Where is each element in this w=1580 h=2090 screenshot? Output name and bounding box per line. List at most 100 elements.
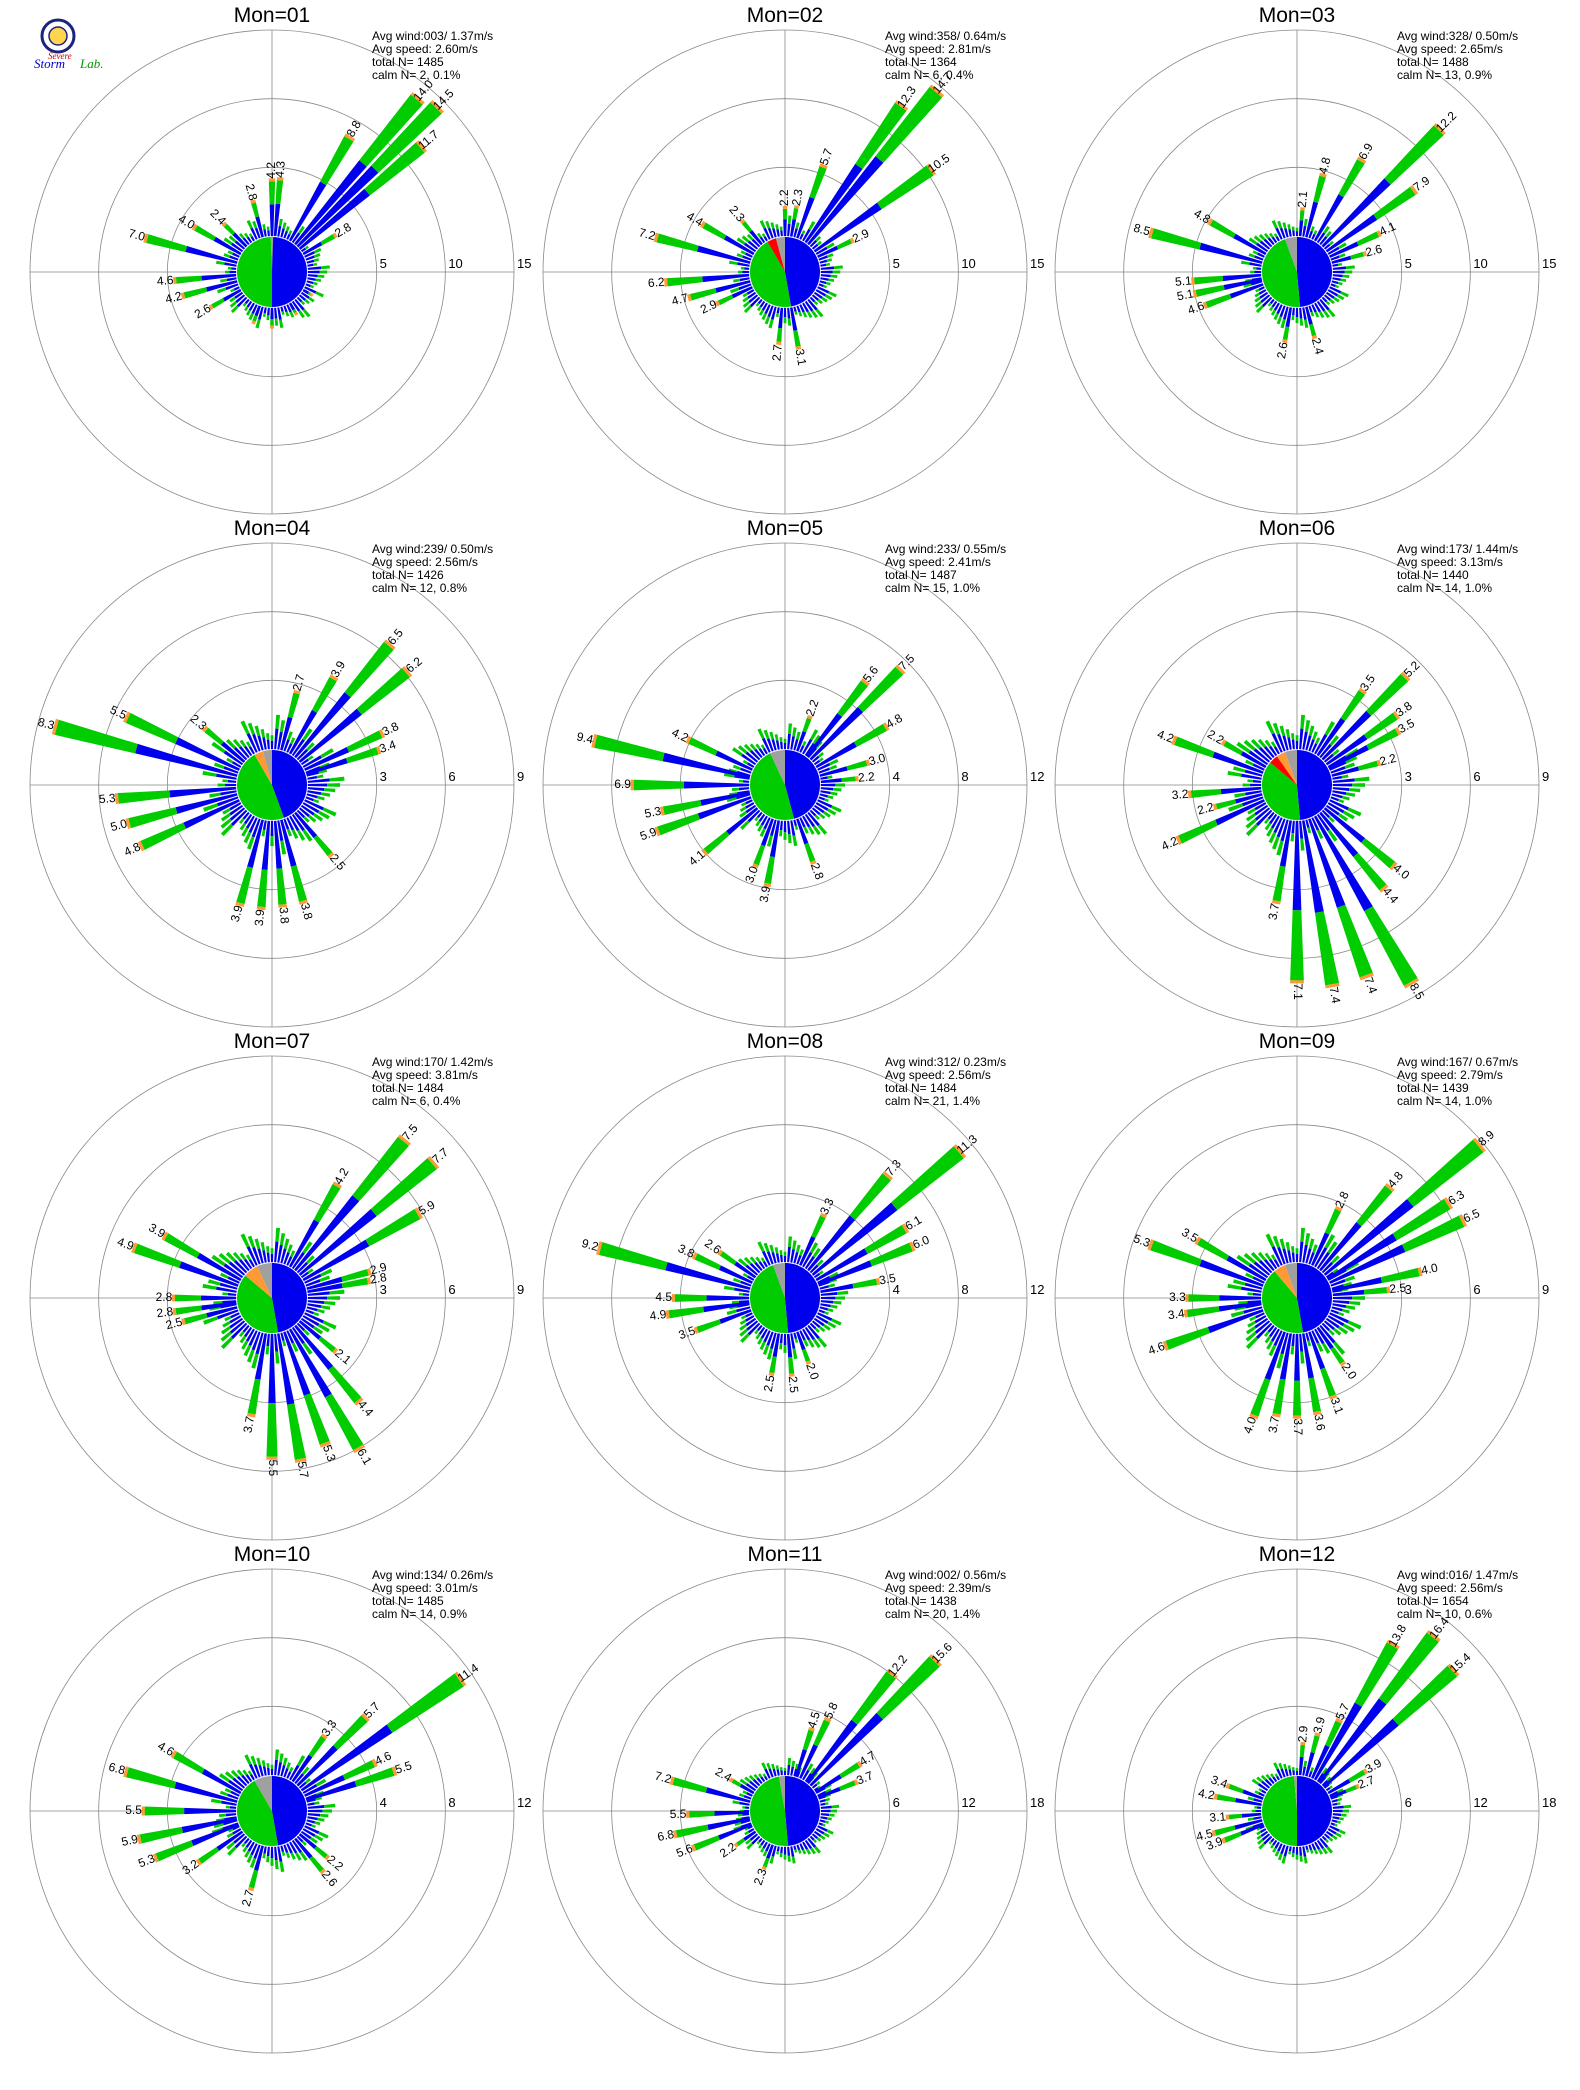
direction-bar-base [1305, 1332, 1310, 1342]
direction-bar [294, 692, 351, 759]
bar-value-label: 3.3 [817, 1196, 837, 1217]
stats-line: total N= 1487 [885, 568, 957, 582]
direction-bar-cap [1472, 1137, 1486, 1153]
direction-bar-top [1268, 1344, 1277, 1357]
direction-bar-base [793, 738, 799, 751]
direction-bar-base [771, 738, 777, 751]
center-pie-slice [236, 1780, 279, 1846]
stats-line: Avg speed: 3.81m/s [372, 1068, 478, 1082]
direction-bar-cap [793, 205, 800, 209]
direction-bar-top [792, 727, 797, 737]
direction-bar-base [1260, 1830, 1269, 1837]
center-pie-slice [778, 1776, 785, 1811]
direction-bar-mid [877, 165, 934, 210]
direction-bar-cap [1282, 339, 1288, 344]
direction-bar [778, 307, 784, 329]
chart-title: Mon=07 [234, 1030, 310, 1053]
direction-bar-base [1321, 296, 1328, 303]
direction-bar-top [1338, 242, 1347, 249]
direction-bar-base [746, 1792, 753, 1797]
direction-bar-base [793, 819, 798, 827]
direction-bar-top [1280, 319, 1286, 329]
direction-bar-top [1344, 1275, 1356, 1282]
direction-bar-top [1291, 1767, 1295, 1771]
direction-bar-base [247, 1841, 255, 1852]
direction-bar [806, 713, 843, 758]
direction-bar [665, 1262, 751, 1290]
direction-bar-top [302, 1766, 310, 1775]
stats-line: calm N= 13, 0.9% [1397, 68, 1492, 82]
direction-bar-top [794, 1849, 798, 1853]
direction-bar-base [807, 1324, 820, 1340]
direction-bar-base [1316, 813, 1330, 832]
direction-bar [270, 307, 274, 320]
direction-bar-cap [1376, 759, 1382, 767]
center-pie-slice [749, 1265, 789, 1333]
direction-bar-base [1332, 1802, 1338, 1806]
bar-value-label: 2.9 [369, 1260, 389, 1278]
stats-line: calm N= 15, 1.0% [885, 581, 980, 595]
direction-bar-base [307, 1303, 322, 1309]
direction-bar-base [820, 270, 833, 274]
direction-bar [1328, 744, 1369, 770]
direction-bar-base [1302, 731, 1308, 750]
direction-bar-top [1290, 833, 1295, 842]
direction-bar [702, 273, 750, 283]
direction-bar-base [767, 227, 774, 239]
direction-bar-top [243, 306, 249, 312]
direction-bar-base [760, 1328, 768, 1339]
direction-bar-top [227, 1846, 237, 1856]
direction-bar-base [783, 820, 787, 833]
direction-bar-mid [204, 727, 224, 746]
direction-bar-base [307, 790, 322, 796]
direction-bar-top [220, 1336, 234, 1350]
direction-bar-cap [247, 1886, 255, 1892]
direction-bar [796, 818, 809, 845]
direction-bar-mid [1330, 1346, 1345, 1365]
direction-bar-base [780, 741, 783, 750]
direction-bar-top [737, 1258, 748, 1267]
direction-bar-base [760, 1776, 766, 1783]
direction-bar-top [296, 1755, 306, 1767]
direction-bar-top [754, 816, 759, 822]
direction-bar-mid [1354, 1642, 1399, 1707]
direction-bar-top [279, 1232, 286, 1246]
direction-bar-top [248, 313, 254, 321]
direction-bar-base [820, 1813, 830, 1817]
direction-bar-mid [657, 813, 700, 836]
bar-value-label: 2.5 [786, 1376, 801, 1394]
direction-bar-mid [703, 830, 730, 855]
bar-value-label: 2.6 [192, 301, 214, 322]
direction-bar-base [307, 778, 330, 783]
direction-bar-top [220, 823, 234, 837]
direction-bar-top [830, 274, 838, 279]
direction-bar-base [274, 728, 279, 750]
direction-bar-top [251, 1353, 259, 1369]
direction-bar-top [739, 806, 747, 812]
direction-bar-top [203, 803, 219, 812]
direction-bar-top [219, 1773, 230, 1783]
direction-bar-top [246, 836, 255, 850]
direction-bar-top [1264, 822, 1272, 831]
direction-bar-base [274, 1846, 278, 1861]
direction-bar-top [825, 281, 831, 286]
direction-bar-top [739, 1324, 748, 1331]
direction-bar-mid [342, 1760, 376, 1780]
direction-bar-top [824, 1311, 829, 1316]
direction-bar-mid [702, 222, 727, 240]
direction-bar-cap [1290, 980, 1304, 984]
direction-bar-top [224, 1787, 232, 1794]
direction-bar-top [275, 714, 281, 729]
bar-value-label: 9.2 [580, 1236, 600, 1254]
direction-bar-base [811, 1320, 821, 1329]
direction-bar-mid [1188, 1294, 1220, 1302]
direction-bar-top [734, 1821, 742, 1826]
direction-bar-base [227, 1292, 237, 1296]
direction-bar-base [1325, 291, 1335, 299]
bar-value-label: 4.6 [1186, 298, 1207, 317]
direction-bar-mid [251, 202, 260, 218]
direction-bar-cap [329, 674, 339, 682]
direction-bar [1226, 1255, 1267, 1282]
direction-bar-top [1338, 798, 1345, 804]
